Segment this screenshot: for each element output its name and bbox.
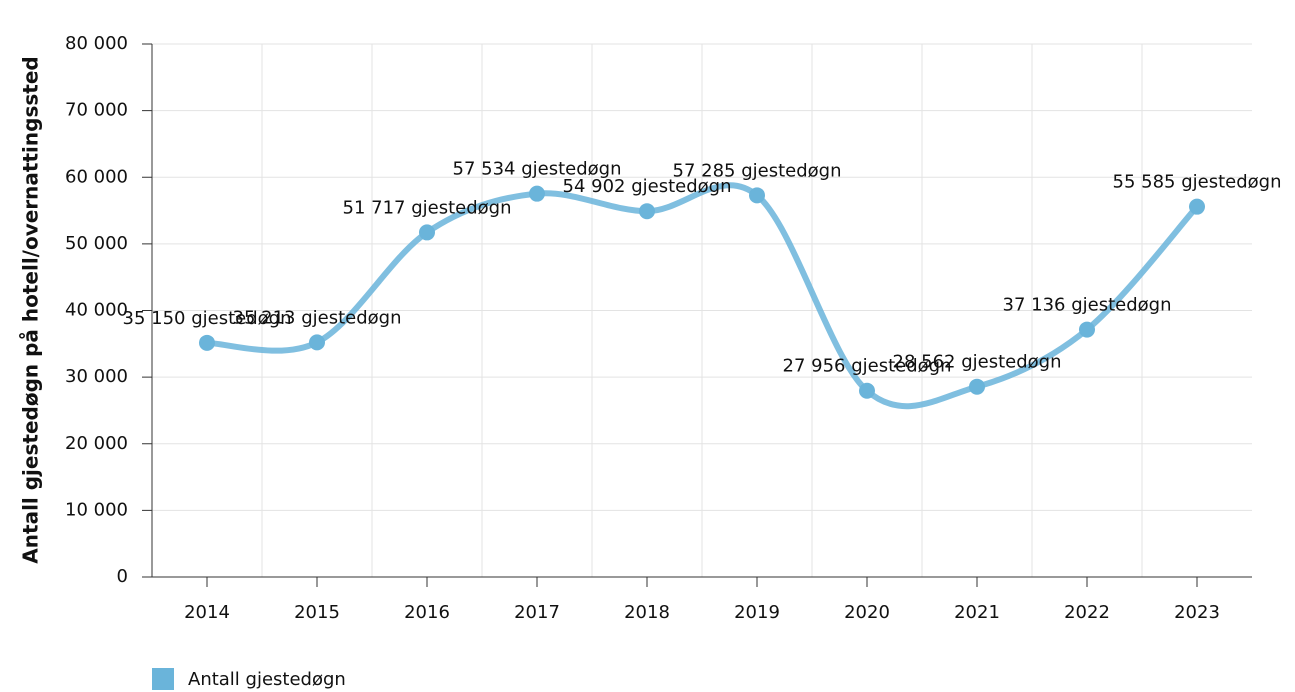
x-tick-label: 2016 — [404, 602, 450, 623]
x-tick-label: 2018 — [624, 602, 670, 623]
point — [969, 378, 985, 395]
y-tick-label: 30 000 — [65, 366, 128, 387]
point — [1189, 198, 1205, 215]
y-tick-label: 40 000 — [65, 300, 128, 321]
x-tick-label: 2019 — [734, 602, 780, 623]
y-tick-label: 10 000 — [65, 499, 128, 520]
point — [859, 382, 875, 399]
x-tick-label: 2015 — [294, 602, 340, 623]
point — [1079, 321, 1095, 338]
x-tick-label: 2014 — [184, 602, 230, 623]
y-tick-label: 50 000 — [65, 233, 128, 254]
y-tick-label: 60 000 — [65, 166, 128, 187]
x-tick-label: 2022 — [1064, 602, 1110, 623]
point — [639, 203, 655, 220]
x-tick-label: 2023 — [1174, 602, 1220, 623]
y-tick-label: 20 000 — [65, 433, 128, 454]
data-label: 35 213 gjestedøgn — [233, 307, 402, 328]
legend-swatch — [152, 668, 174, 690]
data-label: 54 902 gjestedøgn — [563, 176, 732, 197]
x-tick-label: 2021 — [954, 602, 1000, 623]
point — [309, 334, 325, 351]
y-axis-label: Antall gjestedøgn på hotell/overnattings… — [19, 56, 43, 563]
x-tick-label: 2020 — [844, 602, 890, 623]
data-label: 55 585 gjestedøgn — [1113, 172, 1282, 193]
data-label: 35 150 gjestedøgn — [123, 308, 292, 329]
data-label: 57 534 gjestedøgn — [453, 159, 622, 180]
y-tick-label: 0 — [117, 566, 128, 587]
x-tick-label: 2017 — [514, 602, 560, 623]
y-tick-label: 80 000 — [65, 33, 128, 54]
point — [199, 334, 215, 351]
point — [419, 224, 435, 241]
point — [529, 185, 545, 202]
line — [204, 182, 1200, 410]
data-label: 37 136 gjestedøgn — [1003, 295, 1172, 316]
y-tick-label: 70 000 — [65, 100, 128, 121]
data-label: 57 285 gjestedøgn — [673, 160, 842, 181]
legend-label: Antall gjestedøgn — [188, 669, 346, 690]
point — [749, 187, 765, 204]
data-label: 28 562 gjestedøgn — [893, 352, 1062, 373]
data-label: 27 956 gjestedøgn — [783, 356, 952, 377]
data-label: 51 717 gjestedøgn — [343, 197, 512, 218]
